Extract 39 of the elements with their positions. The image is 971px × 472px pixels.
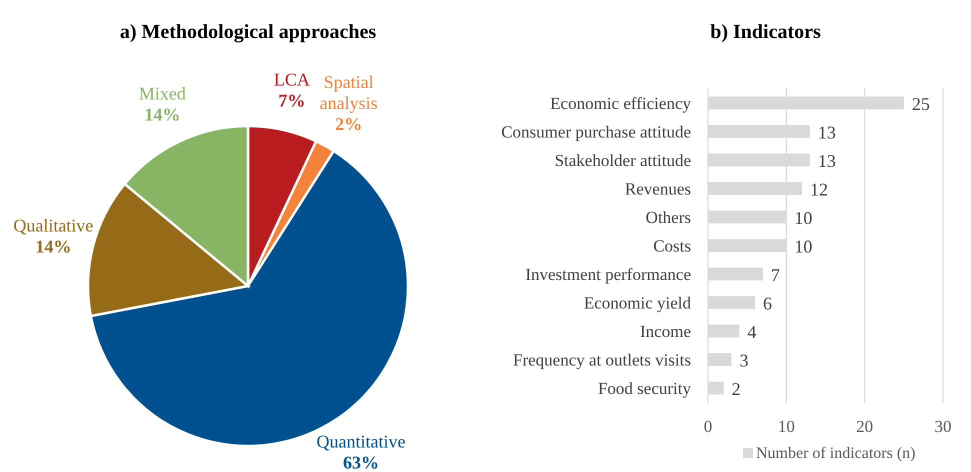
x-tick-label: 30	[934, 417, 952, 436]
y-tick-label: Economic yield	[584, 294, 692, 313]
y-tick-label: Consumer purchase attitude	[501, 122, 691, 142]
data-label: 7	[770, 265, 780, 286]
y-tick-label: Costs	[653, 236, 691, 256]
slice-label: LCA	[274, 69, 310, 90]
data-label: 10	[794, 236, 812, 256]
data-label: 10	[794, 208, 812, 228]
chart-title: b) Indicators	[710, 21, 821, 43]
data-label: 2%	[335, 114, 362, 134]
y-tick-label: Revenues	[624, 179, 691, 198]
y-tick-label: Others	[646, 208, 691, 227]
legend-label: Number of indicators (n)	[756, 445, 916, 462]
data-label: 7%	[278, 90, 306, 110]
slice-label: Mixed	[138, 84, 186, 104]
y-tick-label: Income	[640, 322, 691, 342]
y-tick-label: Frequency at outlets visits	[512, 350, 691, 370]
data-label: 6	[763, 294, 772, 314]
slice-label: Quantitative	[316, 432, 406, 452]
data-label: 63%	[342, 452, 379, 472]
data-label: 3	[740, 350, 748, 371]
data-label: 14%	[35, 236, 72, 257]
slice-label: Spatial analysis	[320, 72, 378, 113]
y-tick-label: Investment performance	[525, 265, 691, 284]
slice-label: Qualitative	[13, 216, 94, 236]
chart-title: a) Methodological approaches	[120, 21, 376, 43]
data-label: 14%	[144, 104, 180, 125]
data-label: 4	[747, 322, 756, 342]
data-label: 2	[732, 379, 741, 400]
y-tick-label: Economic efficiency	[550, 94, 692, 113]
x-tick-label: 10	[778, 417, 795, 436]
data-label: 12	[810, 179, 828, 200]
data-label: 13	[818, 150, 836, 171]
y-tick-label: Food security	[598, 379, 692, 398]
y-tick-label: Stakeholder attitude	[554, 150, 691, 170]
data-label: 13	[818, 122, 836, 142]
data-label: 25	[912, 94, 930, 114]
x-tick-label: 20	[856, 417, 874, 436]
x-tick-label: 0	[704, 417, 712, 436]
